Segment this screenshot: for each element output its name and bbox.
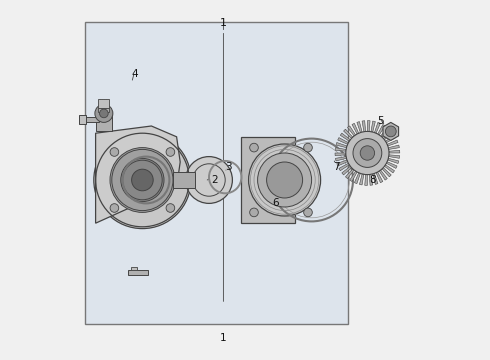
Circle shape [248, 144, 320, 216]
Polygon shape [335, 153, 346, 156]
Polygon shape [345, 169, 354, 179]
Text: 4: 4 [132, 69, 139, 79]
Polygon shape [340, 133, 350, 141]
Circle shape [132, 169, 153, 191]
Circle shape [250, 208, 258, 217]
Polygon shape [383, 122, 398, 140]
Text: 1: 1 [220, 333, 227, 343]
Text: 3: 3 [225, 162, 232, 172]
Polygon shape [335, 148, 346, 151]
Circle shape [110, 148, 175, 212]
Polygon shape [371, 121, 375, 132]
Polygon shape [342, 166, 351, 175]
Polygon shape [352, 123, 359, 134]
Text: 7: 7 [334, 162, 340, 172]
Circle shape [166, 148, 175, 156]
Polygon shape [387, 162, 397, 168]
Polygon shape [337, 160, 347, 166]
Polygon shape [389, 150, 400, 153]
Circle shape [110, 148, 119, 156]
Polygon shape [388, 158, 399, 163]
Polygon shape [382, 168, 391, 177]
Polygon shape [96, 126, 180, 223]
Text: 8: 8 [369, 175, 376, 185]
Circle shape [110, 204, 119, 212]
Polygon shape [347, 126, 356, 136]
Polygon shape [368, 121, 370, 131]
Polygon shape [378, 125, 385, 135]
Polygon shape [362, 121, 366, 132]
Bar [96, 112, 112, 131]
Polygon shape [365, 175, 368, 185]
Bar [242, 137, 295, 223]
Circle shape [304, 143, 312, 152]
Circle shape [121, 158, 164, 202]
Circle shape [166, 204, 175, 212]
Polygon shape [336, 143, 347, 148]
Circle shape [94, 131, 191, 229]
Circle shape [346, 131, 389, 175]
Polygon shape [389, 155, 400, 158]
Polygon shape [385, 165, 394, 173]
Bar [130, 267, 137, 270]
Bar [128, 270, 148, 275]
Polygon shape [336, 157, 346, 161]
Polygon shape [343, 129, 353, 138]
Polygon shape [339, 163, 349, 171]
Polygon shape [376, 172, 383, 183]
Text: 6: 6 [272, 198, 279, 208]
Text: 5: 5 [377, 116, 383, 126]
Bar [79, 115, 86, 124]
Polygon shape [383, 131, 393, 140]
Circle shape [360, 146, 374, 160]
Circle shape [99, 109, 108, 118]
Bar [98, 108, 109, 112]
Polygon shape [386, 135, 396, 143]
Bar [85, 22, 347, 324]
Circle shape [95, 104, 113, 122]
Bar [98, 99, 109, 108]
Polygon shape [373, 174, 378, 184]
Circle shape [258, 153, 312, 207]
Polygon shape [350, 171, 357, 181]
Circle shape [267, 162, 303, 198]
Circle shape [186, 157, 232, 203]
Bar [173, 172, 195, 188]
Circle shape [386, 126, 396, 137]
Polygon shape [354, 173, 360, 184]
Polygon shape [387, 140, 398, 146]
Text: 2: 2 [211, 175, 218, 185]
Circle shape [304, 208, 312, 217]
Polygon shape [369, 174, 373, 185]
Polygon shape [381, 127, 390, 137]
Polygon shape [338, 138, 348, 144]
Polygon shape [360, 174, 364, 185]
Circle shape [353, 139, 382, 167]
Text: 1: 1 [220, 18, 227, 28]
Polygon shape [374, 122, 380, 133]
Bar [85, 117, 99, 122]
Polygon shape [389, 145, 399, 149]
Circle shape [250, 143, 258, 152]
Polygon shape [379, 170, 387, 180]
Polygon shape [357, 122, 362, 132]
